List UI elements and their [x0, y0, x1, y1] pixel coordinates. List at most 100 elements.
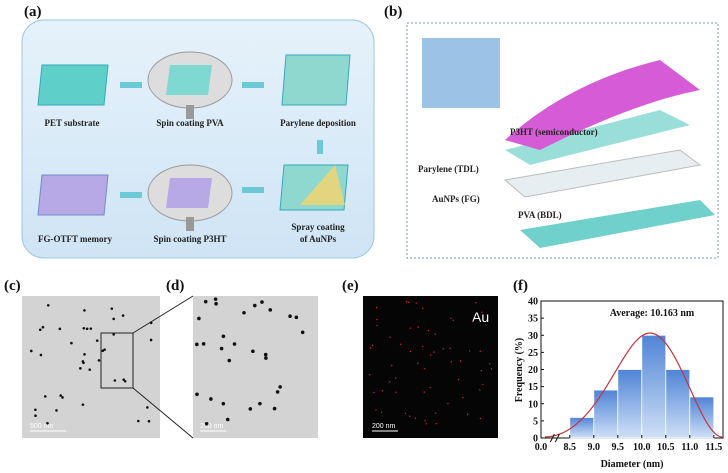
particle [209, 397, 213, 401]
particle [294, 315, 299, 320]
bar [617, 369, 643, 439]
particle [264, 356, 268, 360]
particle [414, 417, 417, 419]
bar [569, 417, 595, 439]
x-tick-label: 0.0 [535, 442, 548, 453]
particle [147, 419, 151, 423]
gaussian-fit [544, 332, 723, 438]
particle [479, 417, 482, 420]
particle [449, 347, 451, 350]
step-label: Spin coating PVA [156, 118, 224, 128]
panel-label: (a) [24, 4, 42, 20]
y-tick-label: 5 [533, 416, 538, 427]
particle [195, 342, 199, 347]
panel-label: (d) [166, 278, 184, 294]
zoom-box [100, 332, 134, 389]
particle [399, 343, 402, 345]
particle [221, 334, 226, 339]
layer-label: AuNPs (FG) [432, 194, 480, 204]
particle [425, 423, 427, 425]
bar [641, 334, 667, 439]
particle [252, 303, 257, 308]
particle [480, 369, 483, 372]
particle [369, 347, 372, 349]
particle [149, 338, 153, 342]
particle [46, 304, 50, 307]
x-tick-label: 9.0 [588, 442, 601, 453]
particle [248, 407, 253, 411]
particle [405, 301, 408, 303]
particle [409, 350, 412, 353]
device-layers [422, 38, 715, 248]
y-axis-label: Frequency (%) [514, 338, 525, 403]
particle [81, 360, 85, 363]
x-tick-label: 9.5 [612, 442, 625, 453]
particle [462, 396, 464, 399]
eds-map [363, 296, 498, 438]
particle [389, 381, 391, 383]
y-tick-label: 0 [533, 434, 538, 445]
particle [122, 378, 125, 381]
panel-label: (b) [384, 4, 402, 20]
particle [424, 368, 426, 370]
particle [260, 300, 264, 304]
panel-label: (e) [342, 278, 359, 294]
particle [430, 354, 432, 356]
particle [214, 301, 218, 306]
layer-label: P3HT (semiconductor) [510, 127, 598, 137]
particle [381, 390, 384, 392]
x-tick-label: 10.0 [633, 442, 651, 453]
bar [593, 389, 619, 439]
particle [409, 327, 412, 329]
particle [450, 361, 453, 363]
particle [278, 385, 282, 389]
particle [225, 417, 230, 422]
annotation: Average: 10.163 nm [610, 308, 695, 319]
y-tick-label: 35 [528, 314, 538, 325]
process-icons [37, 51, 351, 231]
x-axis-label: Diameter (nm) [601, 459, 664, 470]
particle [242, 310, 246, 315]
particle [39, 353, 43, 357]
panel-label: (f) [513, 278, 528, 294]
particle [204, 422, 209, 426]
particle [137, 419, 140, 423]
sem-image [193, 296, 318, 438]
particle [447, 402, 449, 405]
step-label: PET substrate [44, 118, 99, 128]
particle [38, 328, 42, 332]
particle [34, 414, 37, 418]
particle [149, 321, 153, 325]
particle [121, 314, 125, 317]
particle [203, 299, 208, 304]
y-tick-label: 15 [528, 382, 538, 393]
y-tick-label: 25 [528, 348, 538, 359]
particle [195, 392, 199, 397]
particle [489, 363, 491, 365]
particle [263, 352, 268, 357]
particle [43, 395, 47, 398]
particle [29, 349, 33, 353]
particle [112, 333, 115, 336]
particle [85, 327, 89, 331]
particle [482, 383, 484, 386]
particle [258, 401, 262, 406]
bar [665, 369, 691, 439]
particle [376, 324, 378, 327]
particle [423, 391, 425, 393]
particle [434, 333, 436, 335]
particle [435, 423, 438, 425]
particle [434, 412, 437, 414]
particle [232, 342, 237, 346]
particle [227, 358, 232, 363]
particle [475, 301, 477, 304]
particle [422, 307, 424, 310]
y-tick-label: 30 [528, 331, 538, 342]
particle [268, 308, 273, 312]
scale-bar: 500 nm [30, 423, 54, 430]
particle [371, 344, 374, 347]
particle [479, 350, 481, 353]
particle [213, 297, 218, 301]
particle [97, 359, 101, 362]
